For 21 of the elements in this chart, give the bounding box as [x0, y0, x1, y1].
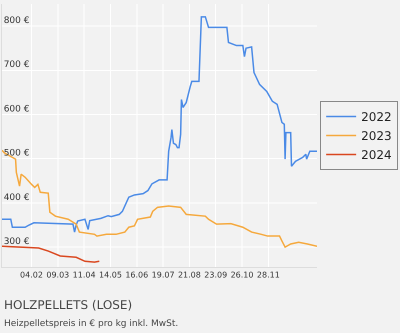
x-tick-label: 04.02	[20, 270, 43, 280]
x-tick-label: 26.10	[230, 270, 254, 280]
legend-label: 2023	[361, 129, 392, 144]
x-tick-label: 16.06	[125, 270, 148, 280]
legend-label: 2022	[361, 110, 392, 124]
legend-label: 2024	[361, 148, 392, 162]
x-tick-label: 28.11	[256, 270, 280, 280]
y-tick-label: 400 €	[4, 192, 30, 203]
y-tick-label: 500 €	[4, 148, 30, 159]
x-tick-label: 21.08	[178, 270, 201, 280]
x-tick-label: 11.04	[72, 270, 96, 280]
y-tick-label: 600 €	[4, 104, 30, 114]
x-tick-label: 09.03	[46, 270, 70, 280]
x-tick-label: 14.05	[99, 270, 122, 280]
y-tick-label: 800 €	[4, 16, 30, 26]
x-tick-label: 19.07	[152, 270, 175, 280]
x-tick-label: 23.09	[204, 270, 228, 280]
y-tick-label: 300 €	[4, 236, 30, 247]
text: Heizpelletspreis in € pro kg inkl. MwSt.	[4, 319, 178, 329]
text: HOLZPELLETS (LOSE)	[4, 298, 132, 312]
y-tick-label: 700 €	[4, 60, 30, 70]
